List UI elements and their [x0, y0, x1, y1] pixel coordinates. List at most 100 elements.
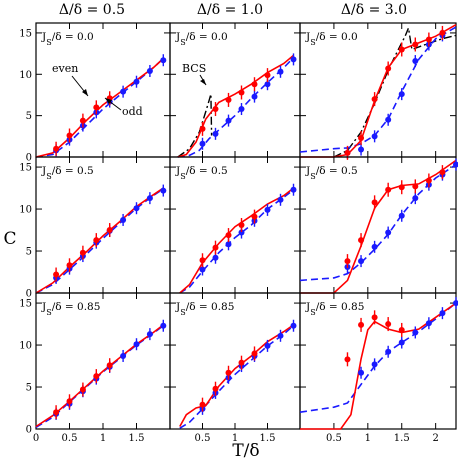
panel-r0c1-label: JS/δ = 0.0 — [175, 31, 228, 47]
annotation-odd: odd — [122, 105, 143, 118]
even-point — [106, 362, 113, 369]
annotation-odd-arrowhead — [105, 98, 112, 104]
even-point — [439, 169, 446, 176]
odd-point — [290, 56, 297, 63]
panel-r1c1: JS/δ = 0.5 — [169, 156, 301, 294]
panel-r0c1: JS/δ = 0.0 BCS — [169, 22, 301, 158]
even-point — [344, 258, 351, 265]
panel-r2c1-odd-line — [179, 325, 295, 429]
even-point — [225, 369, 232, 376]
even-point — [251, 213, 258, 220]
odd-point — [453, 300, 458, 307]
odd-point — [160, 57, 167, 64]
panel-r1c2: JS/δ = 0.5 — [299, 156, 458, 294]
odd-point — [290, 322, 297, 329]
panel-r0c1-bcs-line — [177, 93, 213, 158]
even-point — [66, 132, 73, 139]
panel-r2c1: 0.5 1 1.5 JS/δ = 0.85 — [169, 292, 301, 444]
odd-point — [371, 133, 378, 140]
panel-r1c2-even-line — [300, 159, 457, 294]
y-axis-label: C — [3, 229, 16, 249]
odd-point — [439, 310, 446, 317]
even-point — [251, 81, 258, 88]
even-point — [238, 359, 245, 366]
odd-point — [371, 361, 378, 368]
odd-point — [290, 186, 297, 193]
even-point — [371, 314, 378, 321]
x-tick-label: 0.5 — [62, 433, 78, 444]
odd-point — [225, 241, 232, 248]
y-tick-label: 15 — [19, 299, 32, 310]
x-tick-label: 1 — [100, 433, 106, 444]
panel-r1c1-label: JS/δ = 0.5 — [175, 165, 228, 181]
even-point — [371, 199, 378, 206]
y-tick-label: 5 — [26, 383, 32, 394]
x-tick-label: 0 — [33, 433, 39, 444]
even-point — [212, 106, 219, 113]
even-point — [264, 72, 271, 79]
odd-point — [120, 216, 127, 223]
odd-point — [277, 68, 284, 75]
even-point — [53, 271, 60, 278]
odd-point — [212, 254, 219, 261]
even-point — [79, 249, 86, 256]
panel-r2c2-label: JS/δ = 0.85 — [305, 301, 364, 317]
even-point — [425, 177, 432, 184]
odd-point — [371, 243, 378, 250]
x-tick-label: 0.5 — [326, 433, 342, 444]
even-point — [412, 183, 419, 190]
panel-r0c2-even-line — [300, 24, 457, 158]
even-point — [199, 125, 206, 132]
odd-point — [146, 195, 153, 202]
even-point — [385, 65, 392, 72]
odd-point — [385, 229, 392, 236]
odd-point — [412, 195, 419, 202]
even-point — [344, 149, 351, 156]
even-point — [225, 232, 232, 239]
x-tick-label: 0.5 — [195, 433, 211, 444]
y-tick-label: 10 — [19, 341, 32, 352]
y-tick-label: 5 — [26, 247, 32, 258]
even-point — [344, 356, 351, 363]
odd-point — [398, 339, 405, 346]
odd-point — [425, 320, 432, 327]
odd-point — [251, 93, 258, 100]
odd-point — [398, 212, 405, 219]
panel-r0c0-frame — [35, 22, 171, 158]
y-tick-label: 10 — [19, 70, 32, 81]
odd-point — [385, 116, 392, 123]
even-point — [238, 222, 245, 228]
odd-point — [264, 81, 271, 88]
panel-r2c2-frame — [299, 292, 457, 430]
odd-point — [264, 342, 271, 349]
even-point — [79, 386, 86, 393]
even-point — [106, 227, 113, 234]
panel-r1c1-frame — [169, 156, 301, 294]
even-point — [412, 41, 419, 48]
odd-point — [277, 332, 284, 339]
even-point — [53, 409, 60, 416]
annotation-even-arrowhead — [82, 89, 88, 96]
odd-point — [385, 348, 392, 355]
x-tick-label: 1.5 — [129, 433, 145, 444]
x-tick-label: 2 — [432, 433, 438, 444]
panel-r0c0: 0 5 10 15 JS/δ = 0.0 even odd — [19, 22, 171, 164]
odd-point — [146, 331, 153, 338]
even-point — [251, 350, 258, 357]
odd-point — [264, 206, 271, 213]
odd-point — [238, 229, 245, 236]
panel-r1c2-frame — [299, 156, 457, 294]
odd-point — [238, 106, 245, 113]
x-axis-label: T/δ — [232, 441, 259, 460]
column-header-0: Δ/δ = 0.5 — [59, 2, 125, 18]
even-point — [53, 145, 60, 152]
panel-r1c2-odd-line — [299, 163, 457, 282]
panel-r0c2-bcs-line — [333, 25, 457, 158]
panel-r0c1-odd-line — [177, 57, 295, 158]
odd-point — [412, 58, 419, 65]
even-point — [66, 398, 73, 405]
odd-point — [133, 341, 140, 348]
